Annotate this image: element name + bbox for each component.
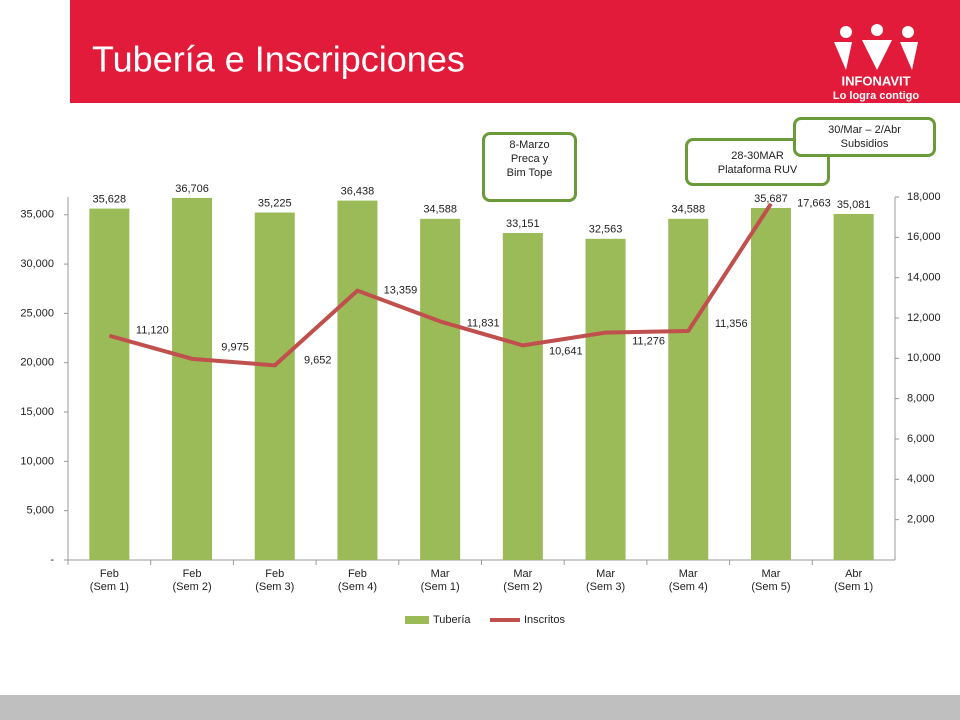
bar bbox=[668, 218, 709, 560]
bar-value-label: 34,588 bbox=[423, 204, 457, 216]
bar bbox=[750, 207, 791, 561]
y2-tick-label: 6,000 bbox=[907, 433, 935, 445]
bar-value-label: 32,563 bbox=[589, 224, 623, 236]
bar-value-label: 34,588 bbox=[671, 204, 705, 216]
logo-name: INFONAVIT bbox=[841, 73, 910, 88]
bar-value-label: 35,081 bbox=[837, 199, 871, 211]
y2-tick-label: 10,000 bbox=[907, 352, 941, 364]
annotation: 8-Marzo Preca y Bim Tope bbox=[482, 132, 577, 202]
legend-swatch bbox=[405, 616, 429, 624]
x-tick-label: Feb (Sem 1) bbox=[89, 568, 129, 593]
line-value-label: 11,356 bbox=[715, 318, 748, 330]
bar-value-label: 35,628 bbox=[93, 193, 127, 205]
bar bbox=[502, 232, 543, 561]
y-tick-label: 25,000 bbox=[20, 307, 54, 319]
y-tick-label: 10,000 bbox=[20, 455, 54, 467]
x-tick-label: Mar (Sem 1) bbox=[420, 568, 460, 593]
x-tick-label: Abr (Sem 1) bbox=[834, 568, 874, 593]
x-tick-label: Mar (Sem 2) bbox=[503, 568, 543, 593]
annotation: 30/Mar – 2/Abr Subsidios bbox=[793, 117, 936, 157]
line-value-label: 11,120 bbox=[136, 325, 169, 337]
footer-band bbox=[0, 695, 960, 720]
header-band bbox=[70, 0, 960, 103]
line bbox=[108, 202, 773, 368]
bar-value-label: 36,706 bbox=[175, 183, 209, 195]
logo bbox=[834, 24, 918, 70]
bar-value-label: 36,438 bbox=[341, 185, 375, 197]
bar bbox=[254, 212, 295, 560]
y2-tick-label: 16,000 bbox=[907, 231, 941, 243]
bar bbox=[337, 200, 378, 561]
logo-tagline: Lo logra contigo bbox=[833, 90, 919, 102]
bar-value-label: 35,687 bbox=[754, 193, 788, 205]
x-tick-label: Mar (Sem 3) bbox=[585, 568, 626, 593]
line-value-label: 17,663 bbox=[797, 198, 831, 210]
legend-label: Tubería bbox=[433, 614, 471, 626]
line-value-label: 9,975 bbox=[221, 342, 249, 354]
y-tick-label: 15,000 bbox=[20, 406, 54, 418]
y2-tick-label: 14,000 bbox=[907, 272, 941, 284]
bar bbox=[420, 218, 461, 560]
y-tick-label: 35,000 bbox=[20, 209, 54, 221]
y-tick-label: 30,000 bbox=[20, 258, 54, 270]
bar-value-label: 35,225 bbox=[258, 197, 292, 209]
y2-tick-label: 8,000 bbox=[907, 393, 935, 405]
bar bbox=[833, 213, 874, 561]
line-value-label: 9,652 bbox=[304, 354, 332, 366]
x-tick-label: Feb (Sem 4) bbox=[337, 568, 377, 593]
line-value-label: 11,831 bbox=[467, 317, 500, 329]
x-tick-label: Mar (Sem 5) bbox=[751, 568, 791, 593]
line-value-label: 10,641 bbox=[549, 345, 583, 357]
x-tick-label: Feb (Sem 2) bbox=[172, 568, 212, 593]
annotation: 28-30MAR Plataforma RUV bbox=[685, 138, 830, 186]
line-value-label: 11,276 bbox=[632, 336, 665, 348]
y-tick-label: 20,000 bbox=[20, 357, 54, 369]
bar bbox=[172, 197, 213, 560]
bar-value-label: 33,151 bbox=[506, 218, 540, 230]
x-tick-label: Feb (Sem 3) bbox=[255, 568, 295, 593]
slide-title: Tubería e Inscripciones bbox=[92, 39, 465, 80]
bar bbox=[89, 208, 130, 560]
line-value-label: 13,359 bbox=[384, 284, 418, 296]
y-tick-label: - bbox=[50, 554, 54, 566]
y2-tick-label: 2,000 bbox=[907, 514, 935, 526]
y-tick-label: 5,000 bbox=[26, 505, 54, 517]
x-tick-label: Mar (Sem 4) bbox=[668, 568, 708, 593]
legend-label: Inscritos bbox=[524, 614, 565, 626]
y2-tick-label: 12,000 bbox=[907, 312, 941, 324]
y2-tick-label: 4,000 bbox=[907, 473, 935, 485]
bar bbox=[585, 238, 626, 561]
y2-tick-label: 18,000 bbox=[907, 191, 941, 203]
